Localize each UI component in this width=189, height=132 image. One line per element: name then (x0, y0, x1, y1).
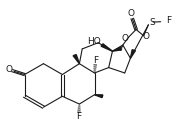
Text: S: S (149, 18, 155, 27)
Text: O: O (5, 65, 13, 74)
Polygon shape (101, 44, 112, 51)
Polygon shape (94, 95, 103, 98)
Text: O: O (142, 32, 149, 41)
Text: F: F (76, 112, 81, 121)
Polygon shape (73, 55, 79, 64)
Text: F: F (93, 56, 98, 65)
Text: O: O (127, 10, 134, 18)
Polygon shape (112, 47, 122, 51)
Text: O: O (122, 34, 129, 43)
Polygon shape (130, 50, 136, 58)
Text: HO: HO (88, 37, 101, 46)
Text: F: F (167, 16, 172, 25)
